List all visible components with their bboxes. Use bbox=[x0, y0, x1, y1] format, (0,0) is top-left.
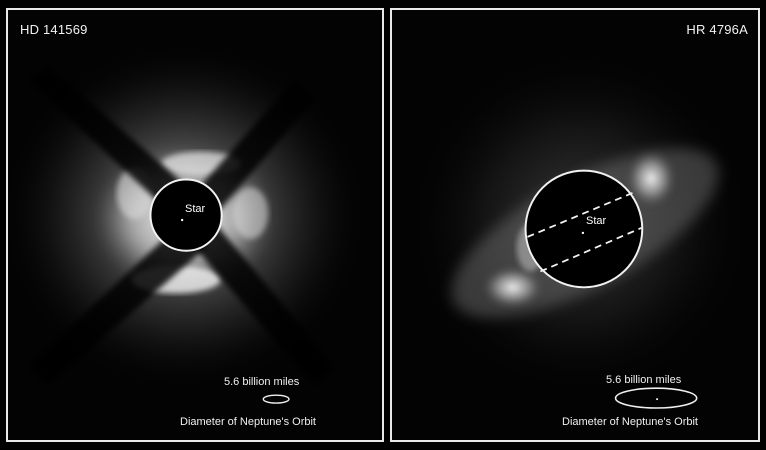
scale-caption: Diameter of Neptune's Orbit bbox=[180, 416, 316, 428]
disk-ring-dashed-line bbox=[527, 190, 637, 238]
star-occulting-circle bbox=[524, 169, 644, 289]
neptune-orbit-scale-ellipse bbox=[614, 387, 698, 409]
scale-distance-text: 5.6 billion miles bbox=[224, 376, 300, 388]
hd141569-disk-image bbox=[8, 10, 382, 440]
left-image-panel: HD 141569 Star 5.6 billion miles Diamete… bbox=[6, 8, 384, 442]
disk-ring-dashed-line bbox=[540, 227, 642, 273]
neptune-orbit-scale-ellipse bbox=[262, 394, 290, 404]
scale-distance-text: 5.6 billion miles bbox=[606, 374, 682, 386]
star-occulting-circle bbox=[149, 178, 223, 252]
star-dot bbox=[581, 231, 585, 235]
panel-title: HD 141569 bbox=[20, 22, 88, 37]
star-dot bbox=[180, 218, 184, 222]
right-image-panel: HR 4796A Star 5.6 billion miles Diameter… bbox=[390, 8, 760, 442]
star-label: Star bbox=[586, 215, 607, 227]
hr4796a-disk-image bbox=[392, 10, 758, 440]
scale-caption: Diameter of Neptune's Orbit bbox=[562, 416, 698, 428]
star-label: Star bbox=[185, 203, 206, 215]
panel-title: HR 4796A bbox=[686, 22, 748, 37]
